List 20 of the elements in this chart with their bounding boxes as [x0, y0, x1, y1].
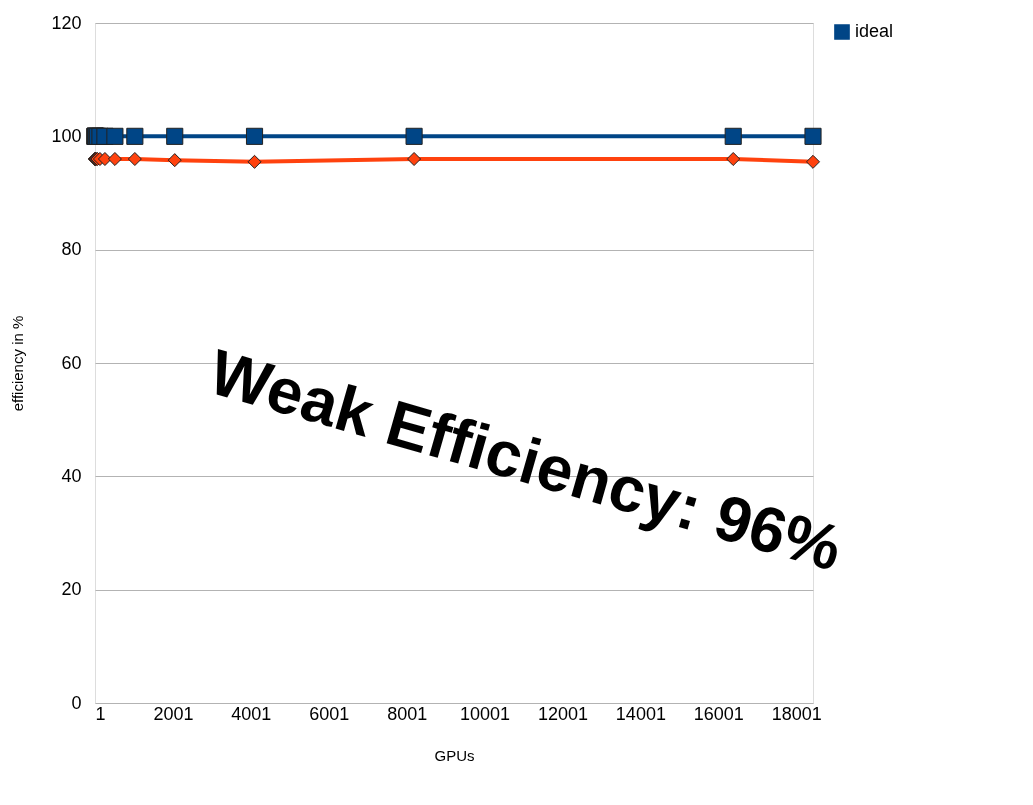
y-tick-label: 20 — [61, 579, 82, 600]
legend-label: ideal — [855, 21, 894, 41]
y-tick-label: 120 — [51, 12, 82, 33]
x-tick-label: 8001 — [387, 703, 428, 724]
x-tick-label: 14001 — [615, 703, 666, 724]
x-axis-title: GPUs — [434, 746, 475, 764]
x-tick-label: 2001 — [153, 703, 194, 724]
x-tick-label: 1 — [95, 703, 106, 724]
x-tick-label: 18001 — [771, 703, 822, 724]
y-tick-label: 100 — [51, 125, 82, 146]
x-tick-label: 6001 — [309, 703, 350, 724]
y-axis-title: efficiency in % — [9, 315, 27, 412]
x-tick-label: 4001 — [231, 703, 272, 724]
x-tick-label: 12001 — [537, 703, 588, 724]
y-tick-label: 80 — [61, 239, 82, 260]
x-tick-label: 16001 — [693, 703, 744, 724]
y-tick-label: 60 — [61, 352, 82, 373]
y-tick-label: 40 — [61, 465, 82, 486]
x-tick-label: 10001 — [460, 703, 511, 724]
y-tick-label: 0 — [71, 692, 82, 713]
